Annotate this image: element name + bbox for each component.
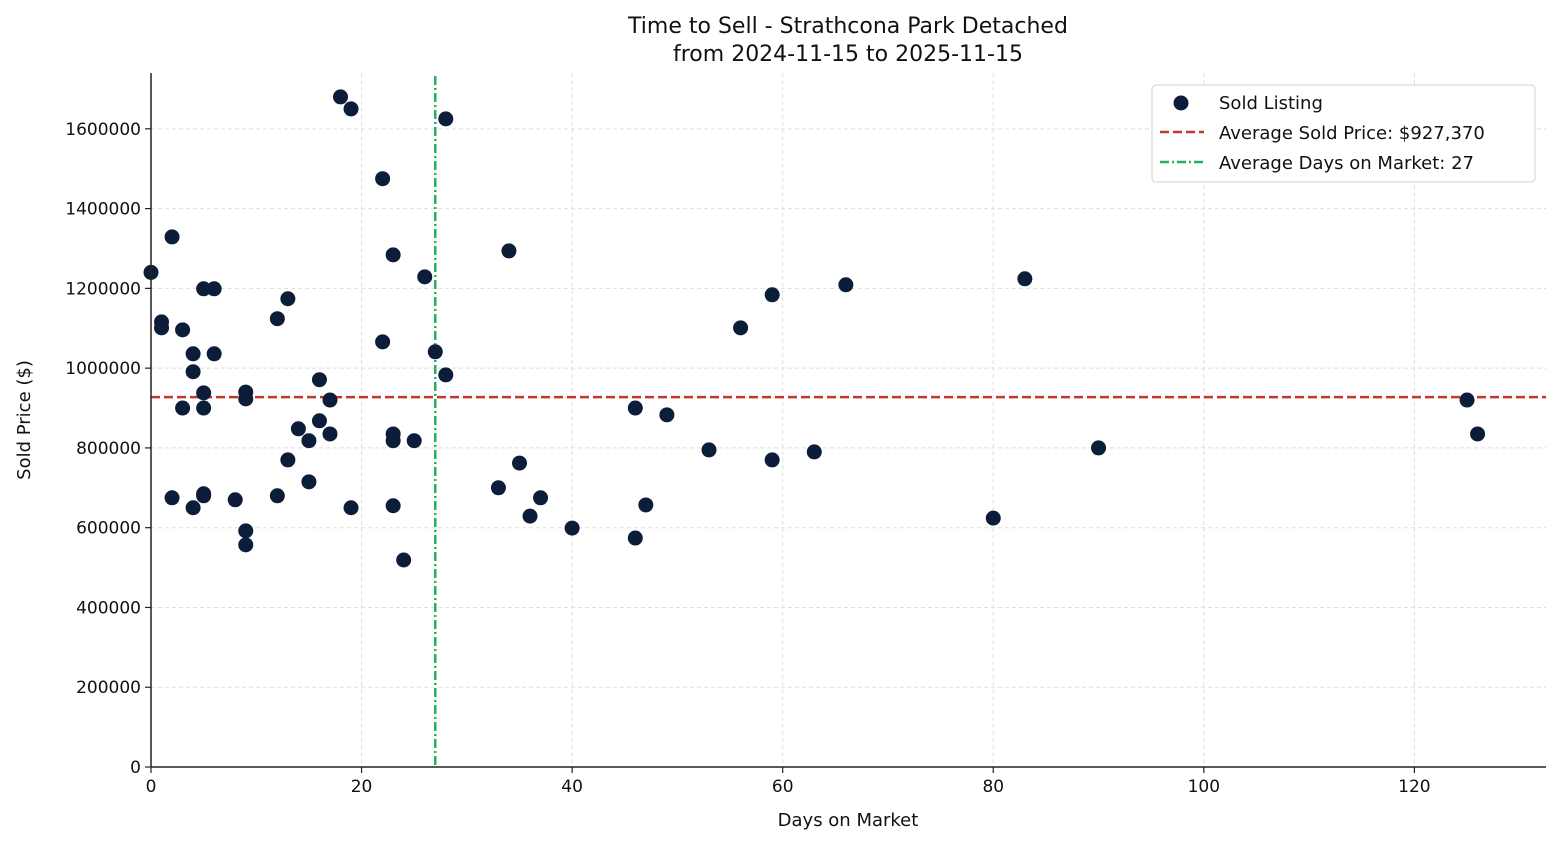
data-point (185, 346, 201, 362)
data-point (385, 247, 401, 263)
data-point (301, 433, 317, 449)
data-point (269, 311, 285, 327)
data-point (206, 281, 222, 297)
y-axis-label: Sold Price ($) (14, 360, 35, 480)
data-point (185, 364, 201, 380)
data-point (764, 287, 780, 303)
x-tick-label: 80 (982, 777, 1004, 797)
data-point (385, 433, 401, 449)
y-tick-label: 1600000 (65, 120, 141, 140)
data-point (1470, 426, 1486, 442)
data-point (659, 407, 675, 423)
data-point (406, 433, 422, 449)
data-point (322, 426, 338, 442)
data-point (154, 320, 170, 336)
data-point (196, 488, 212, 504)
data-point (238, 523, 254, 539)
y-tick-label: 0 (130, 758, 141, 778)
x-axis-label: Days on Market (778, 810, 919, 831)
data-point (333, 89, 349, 105)
y-tick-label: 400000 (76, 598, 141, 618)
legend-marker-points (1173, 95, 1189, 111)
data-point (375, 334, 391, 350)
data-point (311, 372, 327, 388)
data-point (1017, 271, 1033, 287)
data-point (511, 455, 527, 471)
data-point (396, 552, 412, 568)
data-point (1091, 440, 1107, 456)
data-point (385, 498, 401, 514)
chart-title: Time to Sell - Strathcona Park Detached (627, 14, 1068, 39)
y-tick-label: 800000 (76, 439, 141, 459)
x-tick-label: 0 (146, 777, 157, 797)
data-point (185, 500, 201, 516)
x-tick-label: 20 (351, 777, 373, 797)
points (143, 89, 1486, 568)
data-point (280, 452, 296, 468)
data-point (238, 537, 254, 553)
data-point (196, 400, 212, 416)
data-point (838, 277, 854, 293)
chart-subtitle: from 2024-11-15 to 2025-11-15 (673, 42, 1023, 67)
y-tick-label: 1000000 (65, 359, 141, 379)
data-point (438, 367, 454, 383)
data-point (701, 442, 717, 458)
data-point (175, 322, 191, 338)
data-point (238, 391, 254, 407)
x-tick-label: 100 (1188, 777, 1220, 797)
data-point (301, 474, 317, 490)
data-point (627, 530, 643, 546)
y-tick-label: 200000 (76, 678, 141, 698)
data-point (280, 291, 296, 307)
data-point (522, 508, 538, 524)
data-point (375, 171, 391, 187)
data-point (533, 490, 549, 506)
data-point (164, 229, 180, 245)
data-point (343, 101, 359, 117)
data-point (227, 492, 243, 508)
data-point (269, 488, 285, 504)
data-point (196, 281, 212, 297)
y-tick-label: 1400000 (65, 200, 141, 220)
data-point (438, 111, 454, 127)
legend: Sold Listing Average Sold Price: $927,37… (1151, 84, 1536, 183)
legend-label-avg-price: Average Sold Price: $927,370 (1219, 123, 1485, 144)
data-point (196, 385, 212, 401)
data-point (564, 520, 580, 536)
x-tick-label: 120 (1398, 777, 1430, 797)
data-point (290, 421, 306, 437)
data-point (1459, 392, 1475, 408)
y-tick-label: 1200000 (65, 279, 141, 299)
x-tick-label: 60 (772, 777, 794, 797)
legend-label-avg-days: Average Days on Market: 27 (1219, 153, 1474, 174)
data-point (806, 444, 822, 460)
data-point (985, 510, 1001, 526)
x-tick-label: 40 (561, 777, 583, 797)
data-point (322, 392, 338, 408)
data-point (501, 243, 517, 259)
data-point (733, 320, 749, 336)
data-point (490, 480, 506, 496)
data-point (638, 497, 654, 513)
data-point (175, 400, 191, 416)
y-tick-label: 600000 (76, 519, 141, 539)
data-point (627, 400, 643, 416)
data-point (311, 413, 327, 429)
data-point (417, 269, 433, 285)
reference-lines (151, 76, 1546, 767)
ticks: 0 20 40 60 80 100 120 0 200000 400000 600000 800000… (65, 120, 1430, 797)
data-point (343, 500, 359, 516)
data-point (164, 490, 180, 506)
data-point (764, 452, 780, 468)
data-point (206, 346, 222, 362)
legend-label-points: Sold Listing (1219, 93, 1323, 114)
data-point (427, 344, 443, 360)
